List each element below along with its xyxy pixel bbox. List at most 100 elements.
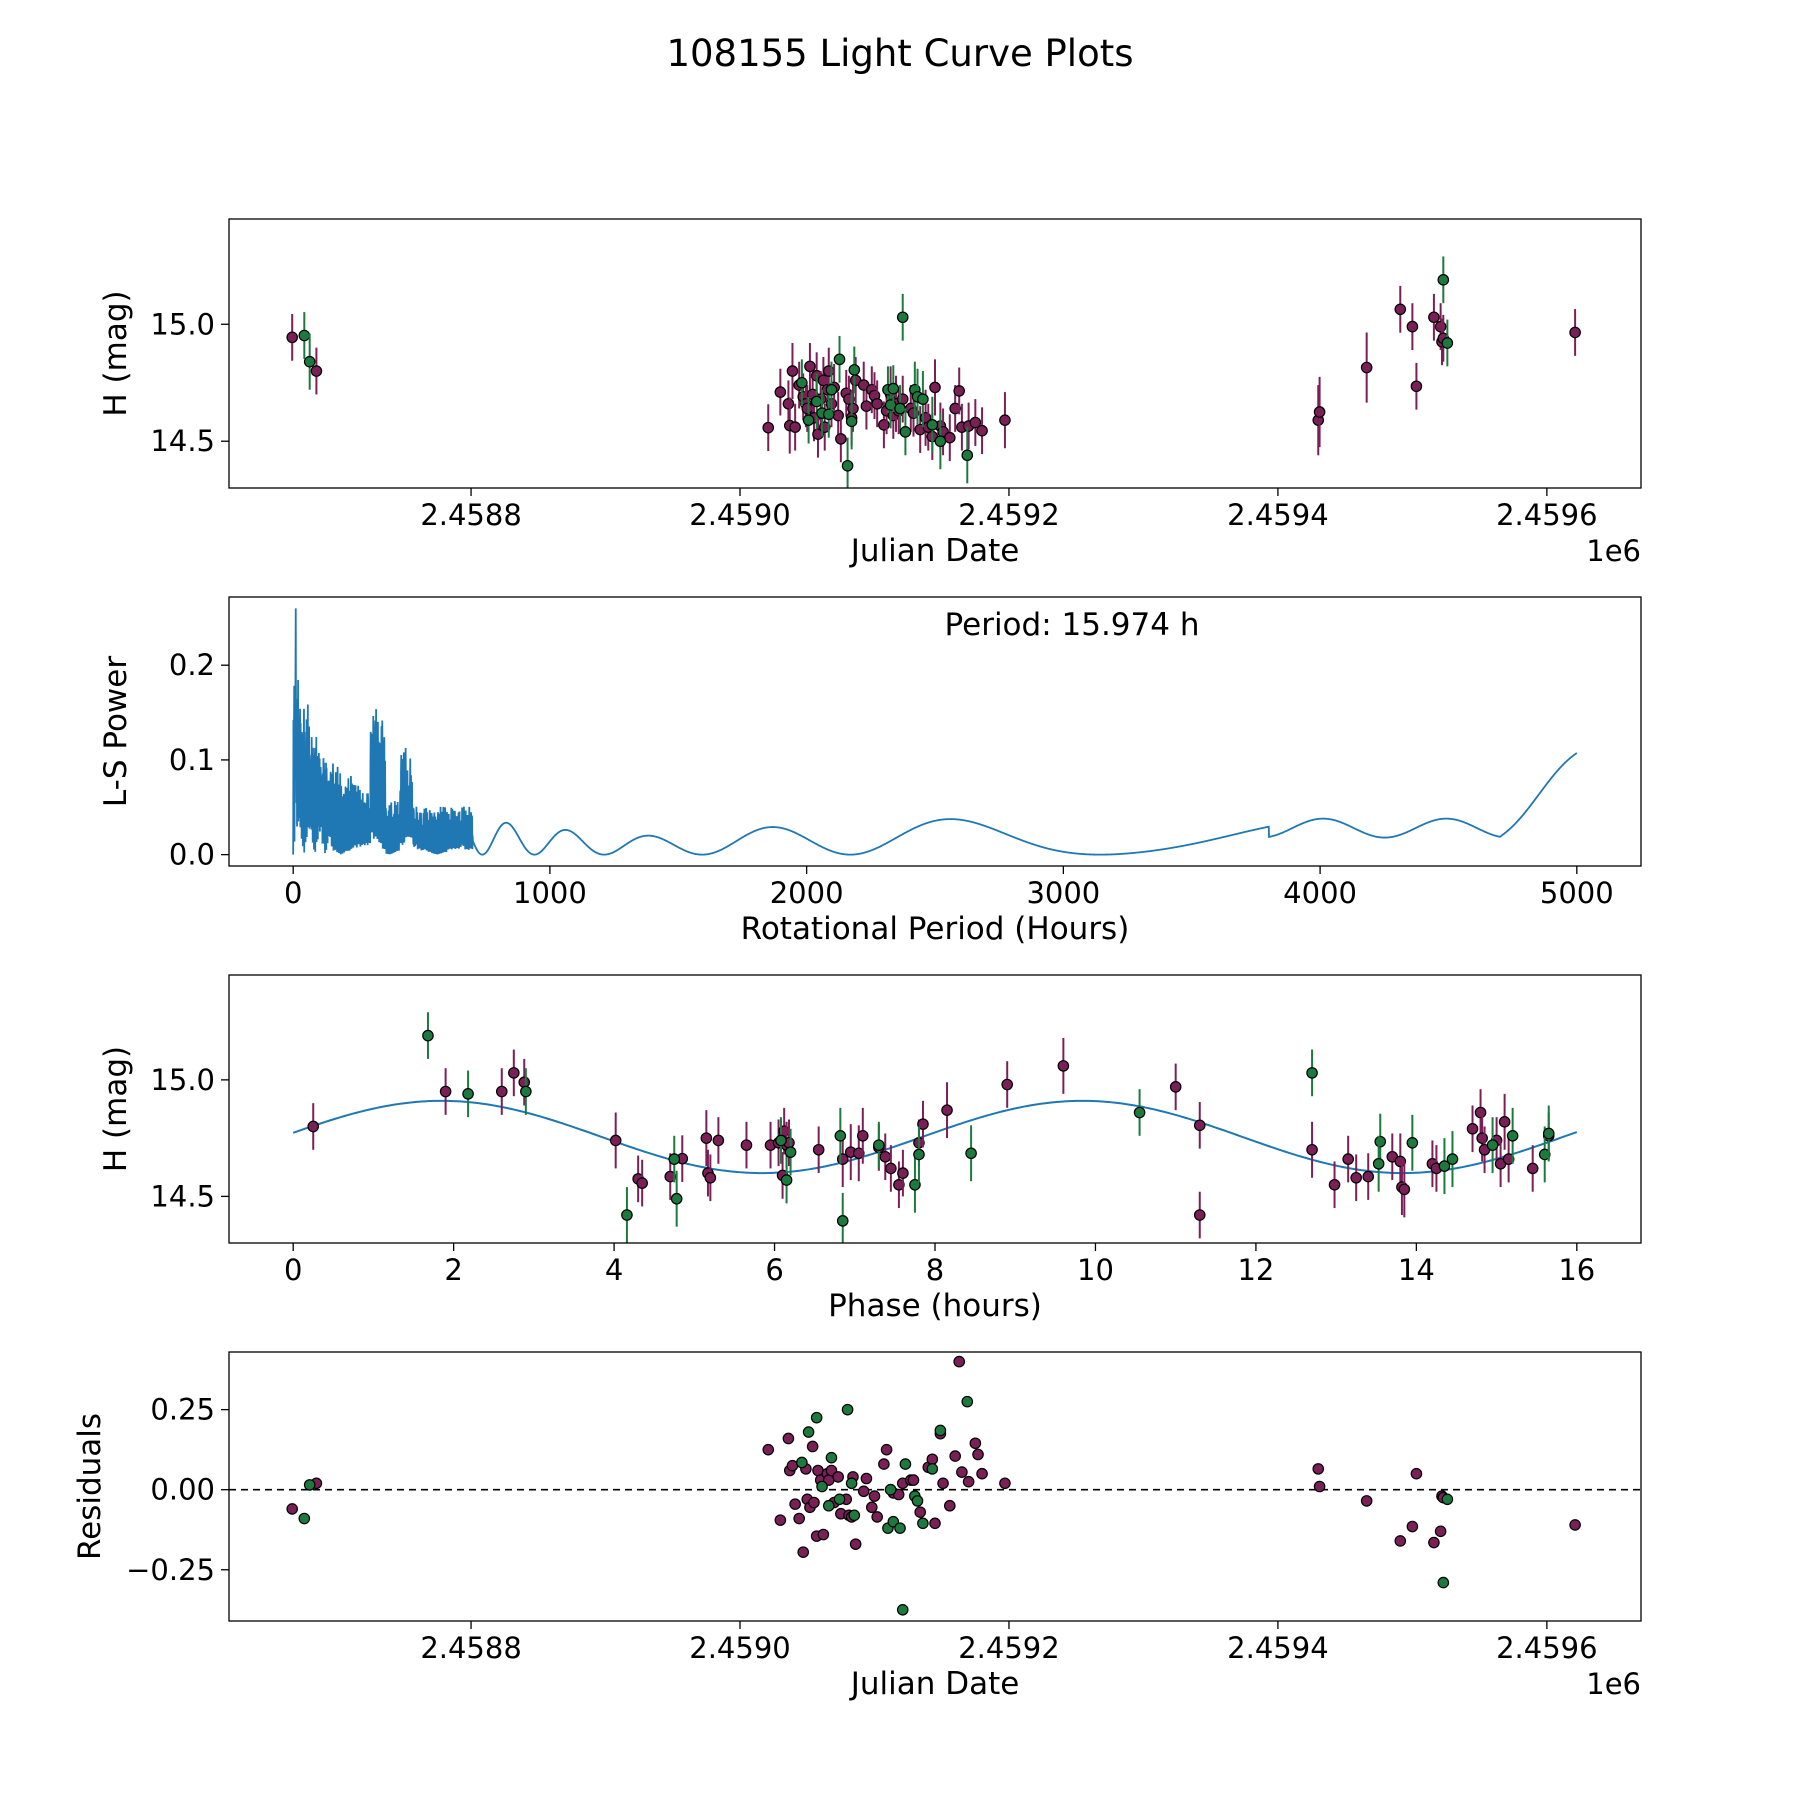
- data-point-green: [961, 1395, 974, 1408]
- data-point-green: [462, 1088, 474, 1100]
- data-point-green: [825, 383, 838, 396]
- data-point-green: [848, 1509, 861, 1522]
- data-point-purple: [976, 1467, 988, 1480]
- data-point-purple: [949, 1450, 961, 1462]
- data-point-green: [1538, 1148, 1551, 1161]
- data-point-purple: [789, 421, 801, 433]
- data-point-purple: [495, 1085, 508, 1098]
- data-point-green: [965, 1147, 977, 1160]
- data-point-green: [896, 1603, 909, 1616]
- data-point-green: [303, 1479, 316, 1491]
- figure-title: 108155 Light Curve Plots: [666, 32, 1133, 75]
- data-point-green: [1437, 1576, 1450, 1589]
- data-point-purple: [1406, 1520, 1419, 1533]
- data-point-purple: [1406, 320, 1419, 333]
- data-point-green: [899, 426, 912, 438]
- y-tick-label: 14.5: [150, 424, 215, 458]
- data-point-purple: [1394, 303, 1407, 316]
- x-tick-label: 2.4592: [958, 498, 1059, 532]
- x-tick-label: 8: [926, 1253, 944, 1287]
- data-point-green: [825, 1451, 838, 1464]
- data-point-green: [802, 1426, 815, 1438]
- data-point-purple: [609, 1134, 622, 1147]
- data-point-green: [1441, 337, 1454, 349]
- data-point-purple: [856, 1130, 869, 1142]
- data-point-purple: [797, 1546, 810, 1558]
- x-axis-label: Julian Date: [849, 1666, 1020, 1702]
- data-point-purple: [937, 1477, 949, 1490]
- subplot-lightcurve: 2.4588 2.4590 2.4592 2.4594 2.4596 15.0 14.5 Ju…: [98, 218, 1642, 569]
- data-point-purple: [1526, 1162, 1539, 1175]
- axes-frame: [228, 1351, 1642, 1622]
- data-point-purple: [1193, 1209, 1206, 1221]
- data-point-purple: [1306, 1143, 1318, 1156]
- plot-area: [286, 256, 1581, 488]
- data-point-purple: [1434, 1525, 1447, 1538]
- data-point-green: [894, 402, 906, 415]
- x-tick-label: 16: [1558, 1253, 1595, 1287]
- data-point-purple: [962, 1475, 975, 1488]
- data-point-purple: [1312, 1463, 1325, 1475]
- x-tick-label: 1000: [513, 876, 587, 910]
- data-point-purple: [953, 385, 966, 397]
- y-axis-label: H (mag): [98, 1046, 134, 1172]
- data-point-green: [1438, 1160, 1451, 1172]
- data-point-green: [810, 395, 823, 408]
- data-point-green: [926, 419, 939, 431]
- data-point-green: [961, 449, 974, 462]
- data-point-purple: [1410, 1467, 1423, 1480]
- x-axis-label: Phase (hours): [828, 1288, 1042, 1324]
- data-point-green: [845, 415, 858, 428]
- data-point-purple: [740, 1139, 753, 1151]
- y-tick-label: 0.2: [169, 648, 215, 682]
- data-point-purple: [1474, 1106, 1487, 1119]
- axes-frame: [228, 218, 1642, 489]
- y-axis-label: Residuals: [72, 1413, 108, 1560]
- data-point-purple: [439, 1085, 452, 1098]
- data-point-green: [887, 382, 900, 395]
- data-point-purple: [1360, 361, 1373, 374]
- x-tick-label: 2000: [770, 876, 844, 910]
- data-point-purple: [774, 386, 787, 398]
- subplot-phased: 0 2 4 6 8 10 12 14 16 15.0 14.5 Phase (hours) H (mag…: [98, 974, 1642, 1324]
- data-point-green: [1133, 1106, 1146, 1119]
- data-point-green: [303, 355, 316, 368]
- data-point-purple: [847, 402, 859, 415]
- data-point-purple: [806, 1440, 819, 1453]
- data-point-purple: [860, 400, 873, 412]
- data-point-green: [1446, 1153, 1459, 1165]
- axes-frame: [228, 974, 1642, 1244]
- data-point-purple: [804, 360, 816, 373]
- plot-area: [292, 1012, 1578, 1243]
- data-point-purple: [969, 1437, 982, 1450]
- data-point-purple: [835, 433, 847, 445]
- data-point-purple: [976, 424, 988, 437]
- data-point-purple: [929, 1517, 941, 1530]
- data-point-green: [1542, 1127, 1555, 1140]
- y-tick-label: 15.0: [150, 1063, 215, 1097]
- data-point-purple: [782, 397, 795, 410]
- x-tick-label: 2.4594: [1227, 498, 1328, 532]
- data-point-purple: [1313, 406, 1326, 418]
- data-point-purple: [812, 1143, 825, 1156]
- data-point-green: [822, 1499, 835, 1512]
- data-point-green: [913, 1148, 925, 1161]
- data-point-green: [894, 1522, 906, 1534]
- x-tick-label: 2.4590: [689, 1631, 790, 1665]
- plot-area: [292, 608, 1578, 856]
- data-point-purple: [852, 1147, 865, 1160]
- data-point-green: [833, 1493, 846, 1506]
- data-point-purple: [774, 1514, 787, 1526]
- data-point-purple: [953, 1355, 966, 1368]
- y-tick-label: −0.25: [126, 1553, 215, 1587]
- data-point-purple: [999, 414, 1011, 426]
- data-point-purple: [801, 402, 814, 415]
- data-point-purple: [1328, 1178, 1341, 1191]
- x-offset-label: 1e6: [1586, 534, 1641, 568]
- data-point-purple: [793, 1512, 805, 1525]
- data-point-purple: [857, 1485, 870, 1498]
- data-point-purple: [907, 1474, 920, 1486]
- data-point-purple: [849, 1538, 862, 1550]
- data-point-green: [298, 1512, 311, 1525]
- data-point-green: [833, 353, 846, 366]
